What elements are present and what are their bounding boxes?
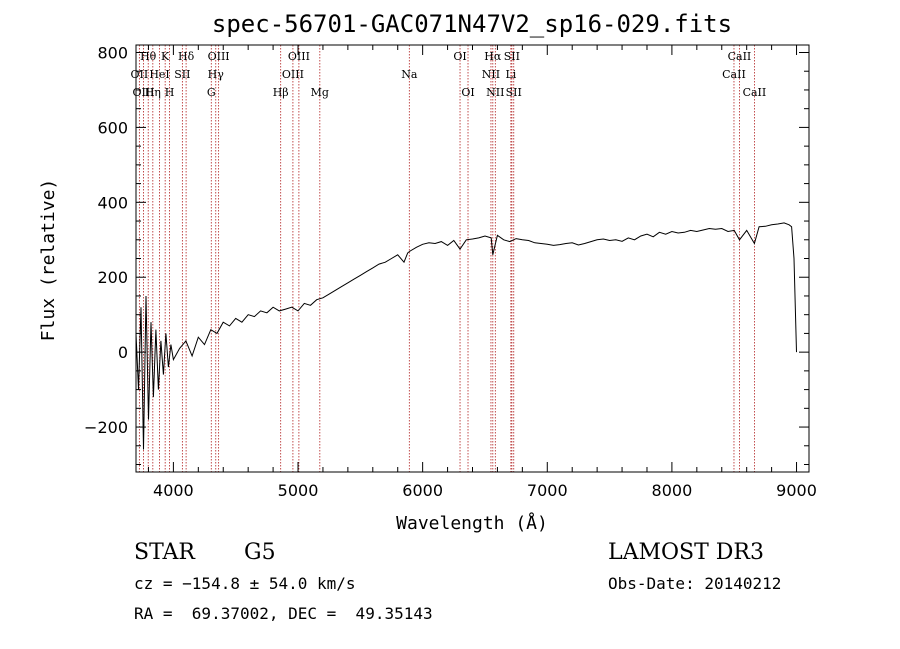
- line-label-12: Hβ: [273, 86, 289, 99]
- survey-name: LAMOST DR3: [608, 540, 764, 565]
- y-tick-label-2: 200: [97, 268, 128, 287]
- x-tick-label-4: 8000: [652, 481, 693, 500]
- line-label-19: Hα: [484, 50, 502, 63]
- y-tick-label-3: 400: [97, 193, 128, 212]
- line-label-25: CaII: [728, 50, 752, 63]
- line-label-0: Hθ: [140, 50, 157, 63]
- line-label-22: SII: [504, 50, 520, 63]
- line-label-8: Hδ: [178, 50, 195, 63]
- line-label-1: OII: [131, 68, 149, 81]
- plot-frame: [135, 44, 810, 473]
- line-label-4: HeI: [149, 68, 169, 81]
- line-label-23: Li: [505, 68, 516, 81]
- line-label-21: NII: [486, 86, 504, 99]
- line-label-2: OIII: [132, 86, 154, 99]
- line-label-17: OI: [453, 50, 466, 63]
- line-label-7: SII: [174, 68, 190, 81]
- line-label-27: CaII: [743, 86, 767, 99]
- object-class: STAR: [134, 540, 195, 565]
- line-label-24: SII: [506, 86, 522, 99]
- line-label-26: CaII: [722, 68, 746, 81]
- y-tick-label-0: −200: [84, 418, 128, 437]
- x-tick-label-2: 6000: [402, 481, 443, 500]
- line-label-6: H: [165, 86, 175, 99]
- line-label-16: Na: [401, 68, 418, 81]
- y-tick-label-4: 600: [97, 118, 128, 137]
- x-tick-label-1: 5000: [278, 481, 319, 500]
- coordinates: RA = 69.37002, DEC = 49.35143: [134, 604, 433, 623]
- x-axis-ticks: 4000 5000 6000 7000 8000 9000: [147, 45, 817, 500]
- x-tick-label-5: 9000: [776, 481, 817, 500]
- line-label-9: OIII: [208, 50, 230, 63]
- line-label-20: NII: [482, 68, 500, 81]
- line-label-3: Hη: [145, 86, 161, 99]
- spectrum-line: [135, 222, 797, 450]
- redshift-velocity: cz = −154.8 ± 54.0 km/s: [134, 574, 356, 593]
- line-label-11: G: [207, 86, 216, 99]
- object-subclass: G5: [244, 540, 276, 565]
- line-label-13: OIII: [288, 50, 310, 63]
- x-tick-label-0: 4000: [153, 481, 194, 500]
- y-tick-label-5: 800: [97, 43, 128, 62]
- y-axis-label: Flux (relative): [38, 179, 59, 342]
- line-label-18: OI: [461, 86, 474, 99]
- spectral-line-markers: [138, 45, 755, 472]
- line-label-10: Hγ: [208, 68, 225, 81]
- line-label-5: K: [161, 50, 170, 63]
- observation-date: Obs-Date: 20140212: [608, 574, 782, 593]
- line-label-14: OIII: [282, 68, 304, 81]
- x-tick-label-3: 7000: [527, 481, 568, 500]
- y-tick-label-1: 0: [118, 343, 128, 362]
- line-label-15: Mg: [311, 86, 329, 99]
- x-axis-label: Wavelength (Å): [396, 512, 548, 534]
- chart-title: spec-56701-GAC071N47V2_sp16-029.fits: [212, 10, 732, 38]
- y-axis-ticks: −200 0 200 400 600 800: [84, 43, 809, 466]
